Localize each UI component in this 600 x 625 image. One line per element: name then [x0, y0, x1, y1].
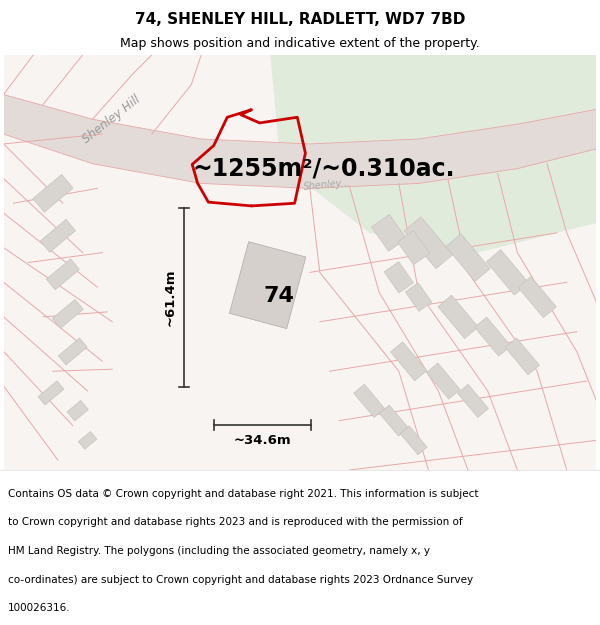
Polygon shape: [38, 381, 64, 405]
Text: Shenley Hill: Shenley Hill: [80, 92, 143, 146]
Polygon shape: [427, 363, 460, 399]
Polygon shape: [505, 338, 539, 375]
Polygon shape: [46, 259, 79, 290]
Text: Map shows position and indicative extent of the property.: Map shows position and indicative extent…: [120, 38, 480, 51]
Text: to Crown copyright and database rights 2023 and is reproduced with the permissio: to Crown copyright and database rights 2…: [8, 518, 463, 528]
Polygon shape: [4, 94, 596, 188]
Polygon shape: [379, 405, 409, 436]
Text: ~34.6m: ~34.6m: [233, 434, 291, 447]
Polygon shape: [33, 174, 73, 213]
Polygon shape: [438, 295, 478, 339]
Polygon shape: [67, 401, 88, 421]
Polygon shape: [371, 214, 406, 251]
Polygon shape: [398, 231, 430, 264]
Polygon shape: [391, 342, 427, 381]
Text: Shenley...: Shenley...: [303, 178, 351, 192]
Polygon shape: [405, 283, 432, 311]
Text: HM Land Registry. The polygons (including the associated geometry, namely x, y: HM Land Registry. The polygons (includin…: [8, 546, 430, 556]
Polygon shape: [229, 242, 306, 329]
Polygon shape: [518, 276, 556, 318]
Polygon shape: [446, 234, 490, 281]
Polygon shape: [354, 384, 385, 418]
Text: ~1255m²/~0.310ac.: ~1255m²/~0.310ac.: [192, 156, 455, 180]
Text: 74: 74: [263, 286, 294, 306]
Polygon shape: [487, 250, 529, 295]
Text: 100026316.: 100026316.: [8, 603, 70, 613]
Polygon shape: [79, 431, 97, 449]
Text: ~61.4m: ~61.4m: [164, 269, 177, 326]
Polygon shape: [457, 384, 488, 418]
Polygon shape: [58, 338, 87, 365]
Polygon shape: [271, 55, 596, 253]
Text: 74, SHENLEY HILL, RADLETT, WD7 7BD: 74, SHENLEY HILL, RADLETT, WD7 7BD: [135, 12, 465, 27]
Polygon shape: [400, 426, 427, 455]
Polygon shape: [404, 217, 452, 269]
Polygon shape: [384, 262, 413, 293]
Polygon shape: [52, 299, 83, 328]
Text: Contains OS data © Crown copyright and database right 2021. This information is : Contains OS data © Crown copyright and d…: [8, 489, 478, 499]
Polygon shape: [475, 317, 511, 356]
Polygon shape: [40, 219, 76, 253]
Text: co-ordinates) are subject to Crown copyright and database rights 2023 Ordnance S: co-ordinates) are subject to Crown copyr…: [8, 574, 473, 584]
